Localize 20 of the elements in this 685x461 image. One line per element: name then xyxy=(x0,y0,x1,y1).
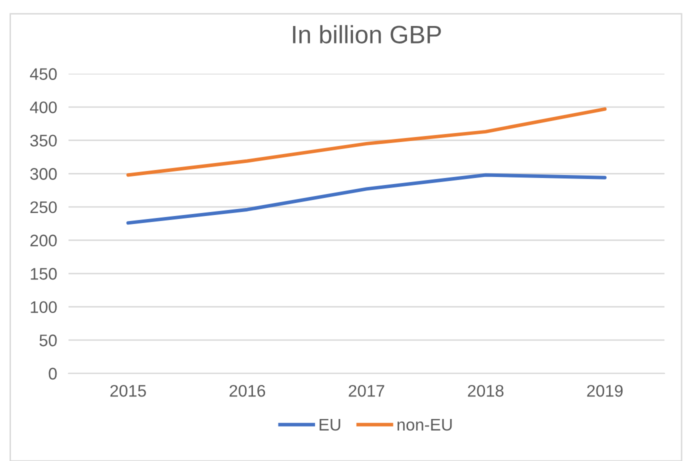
y-tick-label: 350 xyxy=(30,134,57,147)
line-series xyxy=(126,107,607,177)
line-series xyxy=(126,173,607,225)
y-tick-label: 250 xyxy=(30,201,57,214)
y-tick-label: 400 xyxy=(30,101,57,114)
y-tick-label: 450 xyxy=(30,68,57,80)
x-tick-label: 2015 xyxy=(110,384,146,397)
legend-label: EU xyxy=(320,418,340,431)
y-tick-label: 0 xyxy=(48,368,57,380)
y-tick-label: 100 xyxy=(30,301,57,314)
y-tick-label: 300 xyxy=(30,168,57,180)
x-tick-label: 2017 xyxy=(348,384,384,397)
x-tick-label: 2018 xyxy=(468,384,504,397)
y-tick-label: 150 xyxy=(30,268,57,280)
x-tick-label: 2019 xyxy=(587,384,623,397)
chart-title: In billion GBP xyxy=(293,25,441,44)
x-tick-label: 2016 xyxy=(230,384,266,397)
legend-label: non-EU xyxy=(398,418,452,431)
y-tick-label: 200 xyxy=(30,234,57,246)
y-tick-label: 50 xyxy=(40,334,57,346)
